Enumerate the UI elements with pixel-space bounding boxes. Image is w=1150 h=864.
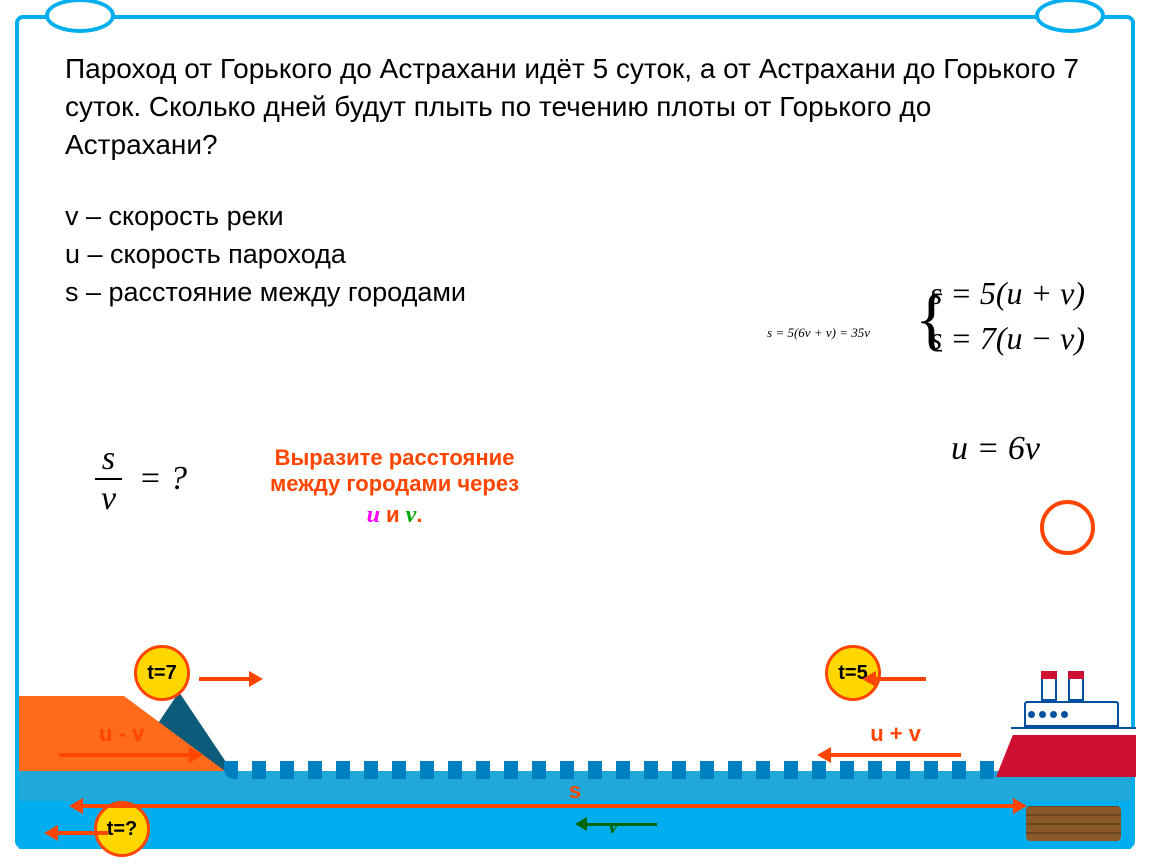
equation-system: { s = 5(u + v) s = 7(u − v): [930, 275, 1085, 365]
instruction-text: Выразите расстояние между городами через…: [270, 445, 519, 529]
arrow-distance: [69, 798, 1027, 814]
label-umv: u - v: [99, 721, 144, 747]
equation-result: u = 6v: [951, 430, 1040, 468]
fraction-numerator: s: [95, 440, 122, 480]
var-v: v: [406, 502, 417, 528]
equation-1: s = 5(u + v): [930, 275, 1085, 312]
raft-icon: [1026, 806, 1121, 841]
fraction-denominator: v: [95, 480, 122, 518]
var-u: u: [367, 502, 380, 528]
empty-circle-marker: [1040, 500, 1095, 555]
instruction-vars: u и v.: [270, 502, 519, 529]
arrow-time-question: [44, 825, 108, 841]
label-upv: u + v: [870, 721, 921, 747]
arrow-u-minus-v: u - v: [59, 747, 203, 763]
equation-small: s = 5(6v + v) = 35v: [767, 325, 870, 341]
arrow-u-plus-v: u + v: [817, 747, 961, 763]
arrow-right-7: [199, 671, 263, 687]
legend-u: u – скорость парохода: [65, 236, 1085, 274]
instruction-line2: между городами через: [270, 471, 519, 497]
var-and: и: [380, 502, 406, 527]
instruction-line1: Выразите расстояние: [270, 445, 519, 471]
arrow-left-5: [862, 671, 926, 687]
fraction-question: s v = ?: [95, 440, 187, 518]
brace-icon: {: [915, 280, 949, 360]
time-badge-7: t=7: [134, 645, 190, 701]
var-dot: .: [416, 502, 422, 527]
problem-text: Пароход от Горького до Астрахани идёт 5 …: [65, 50, 1085, 163]
legend-v: v – скорость реки: [65, 198, 1085, 236]
waves-icon: [224, 761, 1001, 779]
ship-icon: [996, 667, 1136, 777]
illustration-zone: t=7 t=5 t=? u - v u + v s v: [19, 649, 1131, 849]
equation-2: s = 7(u − v): [930, 320, 1085, 357]
current-label: v: [608, 813, 618, 839]
fraction-equals: = ?: [139, 460, 187, 497]
